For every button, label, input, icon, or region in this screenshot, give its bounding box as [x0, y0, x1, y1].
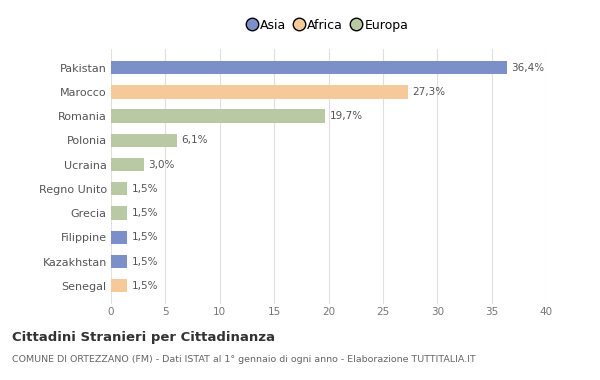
Text: 36,4%: 36,4% [511, 63, 544, 73]
Text: 3,0%: 3,0% [148, 160, 175, 169]
Bar [111, 279, 127, 293]
Bar [111, 206, 127, 220]
Bar [111, 109, 325, 123]
Text: 6,1%: 6,1% [182, 135, 208, 145]
Bar [111, 182, 127, 195]
Bar [111, 85, 408, 98]
Bar [111, 134, 178, 147]
Text: 1,5%: 1,5% [131, 256, 158, 266]
Text: COMUNE DI ORTEZZANO (FM) - Dati ISTAT al 1° gennaio di ogni anno - Elaborazione : COMUNE DI ORTEZZANO (FM) - Dati ISTAT al… [12, 355, 476, 364]
Bar [111, 255, 127, 268]
Bar [111, 158, 143, 171]
Text: 1,5%: 1,5% [131, 208, 158, 218]
Legend: Asia, Africa, Europa: Asia, Africa, Europa [245, 15, 412, 35]
Text: 19,7%: 19,7% [329, 111, 363, 121]
Text: Cittadini Stranieri per Cittadinanza: Cittadini Stranieri per Cittadinanza [12, 331, 275, 344]
Text: 1,5%: 1,5% [131, 281, 158, 291]
Text: 1,5%: 1,5% [131, 232, 158, 242]
Bar [111, 231, 127, 244]
Text: 27,3%: 27,3% [412, 87, 445, 97]
Bar [111, 61, 507, 74]
Text: 1,5%: 1,5% [131, 184, 158, 194]
